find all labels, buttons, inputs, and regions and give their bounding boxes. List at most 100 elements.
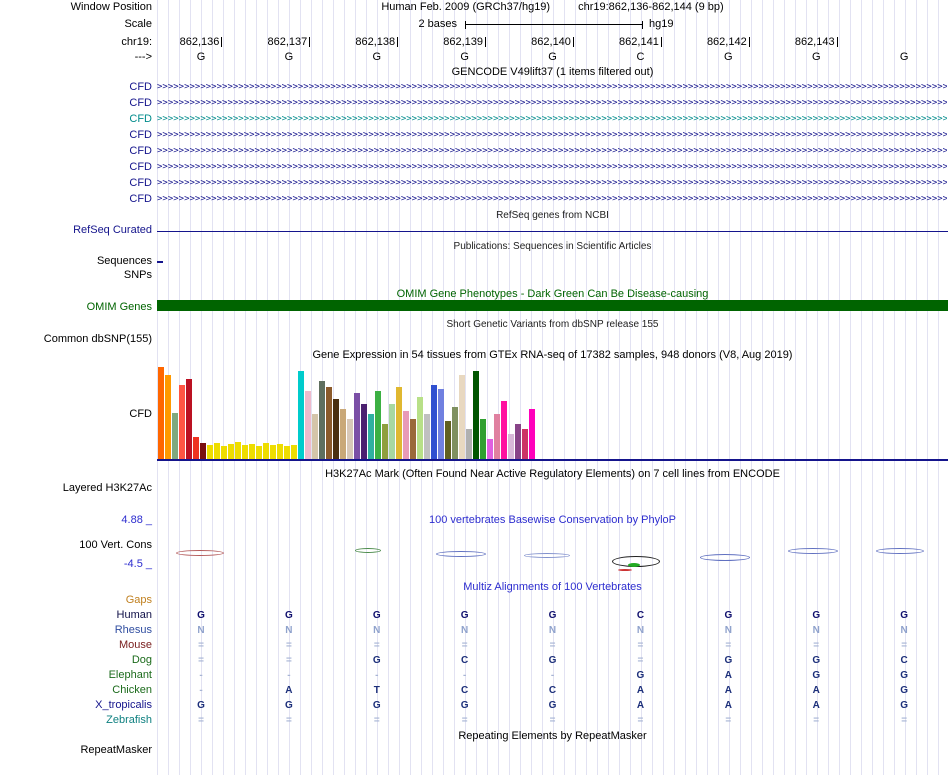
gencode-transcript-item[interactable]: >>>>>>>>>>>>>>>>>>>>>>>>>>>>>>>>>>>>>>>>… xyxy=(157,130,947,140)
alignment-base: = xyxy=(549,640,556,651)
grid-line xyxy=(828,0,829,775)
gtex-expression-bar[interactable] xyxy=(158,367,164,459)
alignment-base: G xyxy=(197,700,205,711)
gtex-expression-bar[interactable] xyxy=(256,446,262,459)
gtex-expression-bar[interactable] xyxy=(389,404,395,459)
alignment-base: T xyxy=(373,685,380,696)
gtex-expression-bar[interactable] xyxy=(361,404,367,459)
gtex-expression-bar[interactable] xyxy=(291,445,297,459)
grid-line xyxy=(916,0,917,775)
gtex-expression-bar[interactable] xyxy=(207,445,213,459)
gtex-expression-bar[interactable] xyxy=(459,375,465,459)
h3k27ac-label: Layered H3K27Ac xyxy=(62,482,152,494)
alignment-base: N xyxy=(285,625,293,636)
gtex-expression-bar[interactable] xyxy=(515,424,521,459)
gtex-expression-bar[interactable] xyxy=(312,414,318,459)
gtex-expression-bar[interactable] xyxy=(522,429,528,459)
omim-genes-bar[interactable] xyxy=(157,300,948,311)
gtex-expression-bar[interactable] xyxy=(333,399,339,459)
grid-line xyxy=(223,0,224,775)
gencode-transcript-item[interactable]: >>>>>>>>>>>>>>>>>>>>>>>>>>>>>>>>>>>>>>>>… xyxy=(157,114,947,124)
grid-line xyxy=(597,0,598,775)
gaps-label: Gaps xyxy=(125,594,152,606)
grid-line xyxy=(520,0,521,775)
gencode-transcript-item[interactable]: >>>>>>>>>>>>>>>>>>>>>>>>>>>>>>>>>>>>>>>>… xyxy=(157,98,947,108)
gtex-expression-bar[interactable] xyxy=(235,442,241,459)
gtex-expression-bar[interactable] xyxy=(431,385,437,459)
gtex-expression-bar[interactable] xyxy=(305,391,311,459)
alignment-base: - xyxy=(287,670,291,681)
scale-value: 2 bases xyxy=(418,18,457,30)
grid-line xyxy=(619,0,620,775)
gencode-transcript-label: CFD xyxy=(129,161,152,173)
gtex-expression-bar[interactable] xyxy=(424,414,430,459)
window-position-line: Human Feb. 2009 (GRCh37/hg19) chr19:862,1… xyxy=(157,1,948,14)
gencode-transcript-item[interactable]: >>>>>>>>>>>>>>>>>>>>>>>>>>>>>>>>>>>>>>>>… xyxy=(157,194,947,204)
gtex-expression-bar[interactable] xyxy=(242,445,248,459)
gtex-expression-bar[interactable] xyxy=(347,419,353,459)
refseq-curated-track-line[interactable] xyxy=(157,231,948,232)
gencode-transcript-label: CFD xyxy=(129,145,152,157)
gtex-expression-bar[interactable] xyxy=(298,371,304,459)
gtex-expression-bar[interactable] xyxy=(354,393,360,459)
gtex-expression-bar[interactable] xyxy=(249,444,255,459)
gtex-expression-bar[interactable] xyxy=(200,443,206,459)
gtex-expression-bar[interactable] xyxy=(375,391,381,459)
gtex-expression-bar[interactable] xyxy=(480,419,486,459)
gtex-expression-bar[interactable] xyxy=(179,385,185,459)
grid-line xyxy=(410,0,411,775)
gencode-transcript-item[interactable]: >>>>>>>>>>>>>>>>>>>>>>>>>>>>>>>>>>>>>>>>… xyxy=(157,178,947,188)
gencode-transcript-item[interactable]: >>>>>>>>>>>>>>>>>>>>>>>>>>>>>>>>>>>>>>>>… xyxy=(157,146,947,156)
gtex-expression-bar[interactable] xyxy=(438,389,444,459)
grid-line xyxy=(388,0,389,775)
alignment-base: N xyxy=(373,625,381,636)
phylop-mark xyxy=(618,569,632,571)
gtex-expression-bar[interactable] xyxy=(172,413,178,459)
gtex-expression-bar[interactable] xyxy=(284,446,290,459)
gtex-expression-bar[interactable] xyxy=(165,375,171,459)
alignment-base: = xyxy=(813,640,820,651)
gencode-transcript-item[interactable]: >>>>>>>>>>>>>>>>>>>>>>>>>>>>>>>>>>>>>>>>… xyxy=(157,162,947,172)
gtex-expression-bar[interactable] xyxy=(494,414,500,459)
gtex-expression-bar[interactable] xyxy=(340,409,346,459)
gtex-expression-bar[interactable] xyxy=(396,387,402,459)
gencode-transcript-item[interactable]: >>>>>>>>>>>>>>>>>>>>>>>>>>>>>>>>>>>>>>>>… xyxy=(157,82,947,92)
gtex-expression-bar[interactable] xyxy=(529,409,535,459)
gtex-expression-bar[interactable] xyxy=(263,443,269,459)
gtex-expression-bar[interactable] xyxy=(410,419,416,459)
alignment-base: G xyxy=(548,655,557,666)
gtex-expression-bar[interactable] xyxy=(193,437,199,459)
gtex-expression-bar[interactable] xyxy=(487,439,493,459)
gtex-expression-bar[interactable] xyxy=(452,407,458,459)
gtex-expression-bar[interactable] xyxy=(326,387,332,459)
gtex-expression-bar[interactable] xyxy=(319,381,325,459)
gtex-expression-bar[interactable] xyxy=(417,397,423,459)
gtex-expression-bar[interactable] xyxy=(445,421,451,459)
alignment-base: G xyxy=(900,670,908,681)
grid-line xyxy=(553,0,554,775)
gtex-expression-bar[interactable] xyxy=(501,401,507,459)
gtex-expression-bar[interactable] xyxy=(186,379,192,459)
alignment-base: = xyxy=(637,640,644,651)
grid-line xyxy=(806,0,807,775)
grid-line xyxy=(850,0,851,775)
gtex-expression-bar[interactable] xyxy=(473,371,479,459)
gtex-expression-bar[interactable] xyxy=(508,434,514,459)
sequences-track-mark[interactable] xyxy=(157,261,163,263)
gtex-expression-bar[interactable] xyxy=(382,424,388,459)
gtex-expression-bar[interactable] xyxy=(368,414,374,459)
ruler-position-label: 862,137 xyxy=(245,36,333,48)
alignment-base: A xyxy=(812,700,820,711)
alignment-base: G xyxy=(197,610,205,621)
gtex-expression-bar[interactable] xyxy=(277,444,283,459)
ruler-base: C xyxy=(636,51,645,63)
gtex-expression-bar[interactable] xyxy=(214,443,220,459)
grid-line xyxy=(718,0,719,775)
gtex-expression-bar[interactable] xyxy=(228,444,234,459)
gtex-expression-bar[interactable] xyxy=(403,411,409,459)
grid-line xyxy=(542,0,543,775)
grid-line xyxy=(509,0,510,775)
gtex-expression-bar[interactable] xyxy=(221,446,227,459)
gtex-expression-bar[interactable] xyxy=(270,445,276,459)
gtex-expression-bar[interactable] xyxy=(466,429,472,459)
